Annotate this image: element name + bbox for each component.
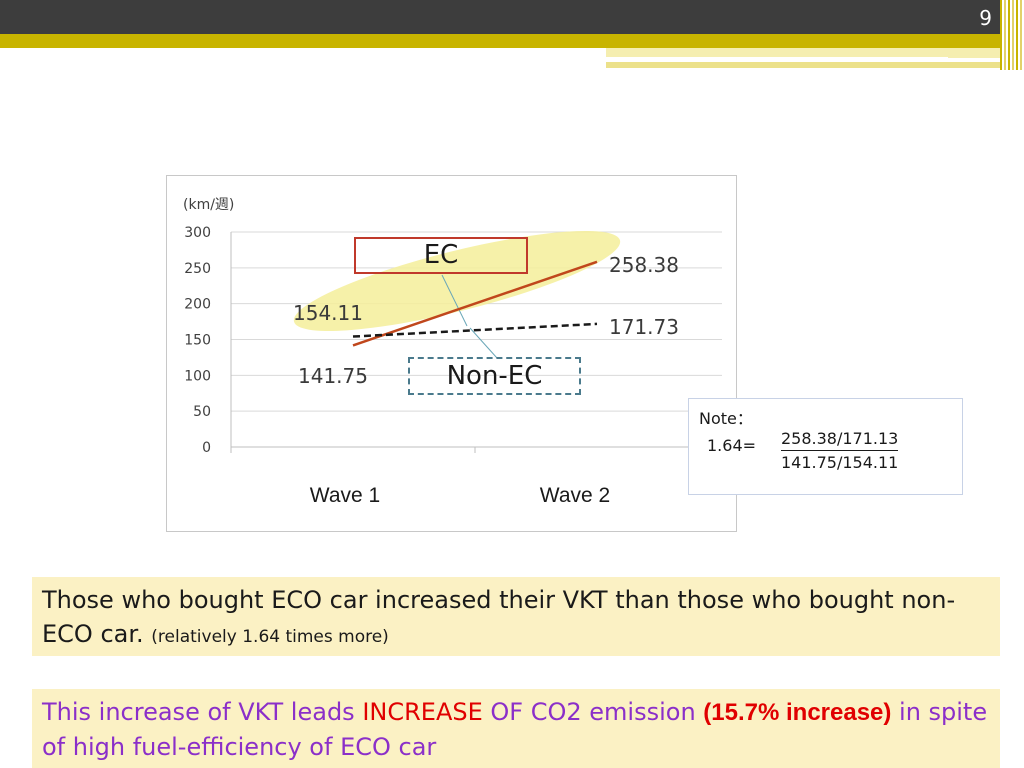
statement-2-percentage: (15.7% increase) [703, 699, 892, 726]
note-numerator: 258.38/171.13 [781, 429, 899, 451]
y-tick-label: 300 [184, 225, 211, 241]
page-number: 9 [979, 6, 992, 30]
header-bar [0, 0, 1024, 34]
note-equation-lhs: 1.64= [707, 436, 757, 455]
statement-2-part3: OF CO2 emission [482, 698, 704, 726]
ec-connector [441, 274, 468, 327]
series-line-ec [352, 260, 598, 347]
y-tick-label: 50 [193, 404, 211, 420]
data-label: 141.75 [298, 364, 368, 388]
note-title: Note： [699, 409, 753, 428]
statement-1-main: Those who bought ECO car increased their… [42, 586, 956, 648]
line-chart: (km/週) 300 250 200 150 100 50 0 141.75 258.38 154.… [183, 197, 723, 507]
highlight-ellipse [293, 231, 621, 331]
decorative-line [606, 57, 948, 59]
chart-frame: (km/週) 300 250 200 150 100 50 0 141.75 258.38 154.… [166, 175, 737, 532]
x-category-label: Wave 1 [310, 484, 380, 507]
statement-2-part5: in spite of high fuel-efficiency of ECO … [42, 698, 988, 761]
data-label: 171.73 [609, 315, 679, 339]
data-label: 154.11 [293, 301, 363, 325]
note-box: Note： 1.64= 258.38/171.13 141.75/154.11 [688, 398, 963, 495]
decorative-band [606, 62, 1006, 68]
decorative-stripes [1000, 0, 1024, 70]
statement-2-part1: This increase of VKT leads [42, 698, 363, 726]
ec-label-box: EC [354, 237, 528, 274]
statement-box-2: This increase of VKT leads INCREASE OF C… [32, 689, 1000, 768]
y-tick-label: 250 [184, 261, 211, 277]
data-label: 258.38 [609, 253, 679, 277]
statement-1-aside: (relatively 1.64 times more) [151, 627, 389, 647]
x-category-label: Wave 2 [540, 484, 610, 507]
header-accent-bar [0, 34, 1024, 48]
y-tick-label: 0 [202, 440, 211, 456]
unit-label: (km/週) [183, 197, 234, 213]
y-tick-label: 100 [184, 368, 211, 384]
y-tick-label: 150 [184, 333, 211, 349]
nonec-connector [469, 327, 498, 359]
note-denominator: 141.75/154.11 [781, 453, 899, 472]
statement-box-1: Those who bought ECO car increased their… [32, 577, 1000, 656]
y-tick-label: 200 [184, 297, 211, 313]
statement-2-emphasis: INCREASE [362, 698, 483, 726]
decorative-band [606, 48, 1006, 58]
nonec-label-box: Non-EC [408, 357, 581, 395]
series-line-nonec [352, 322, 598, 338]
